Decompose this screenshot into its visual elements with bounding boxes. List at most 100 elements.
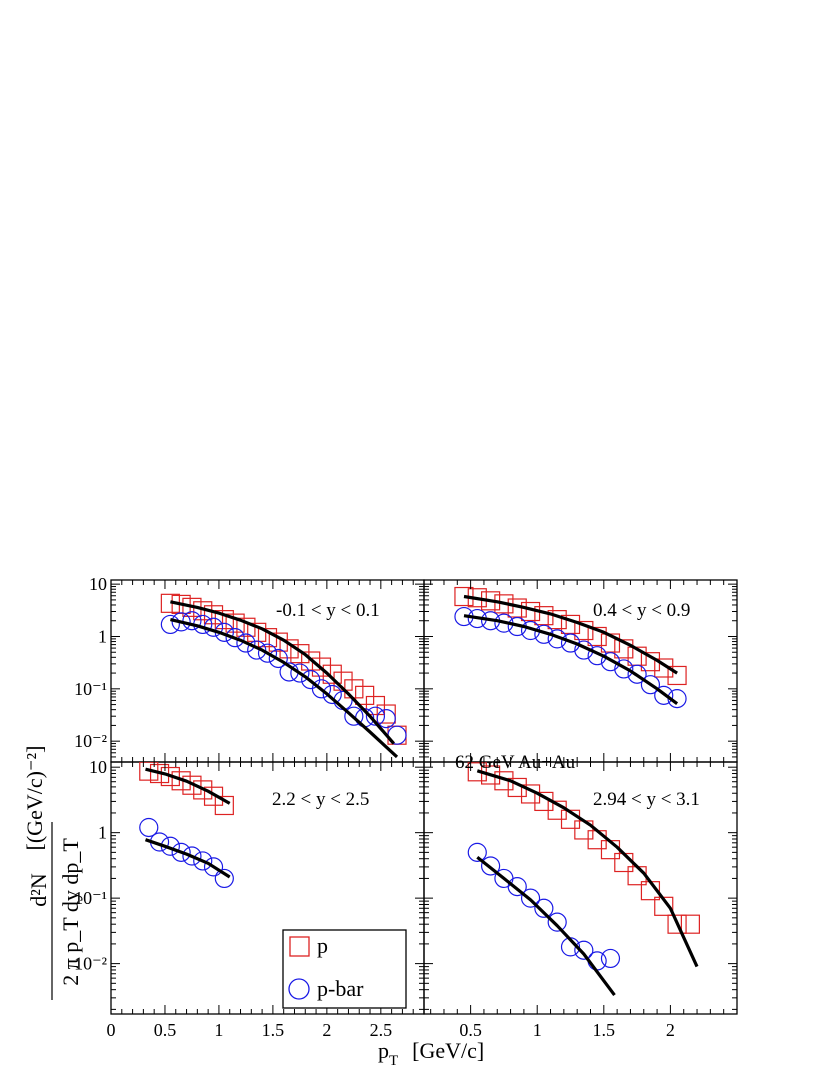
antiproton-fit-curve bbox=[144, 838, 231, 879]
x-tick-label: 0.5 bbox=[459, 1020, 482, 1040]
antiproton-point bbox=[214, 868, 234, 889]
antiproton-point bbox=[193, 851, 213, 871]
legend-box bbox=[282, 929, 407, 1009]
proton-point bbox=[574, 620, 594, 641]
antiproton-point bbox=[257, 643, 278, 663]
panel-rapidity-3p0: 0.5 1 1.5 2 bbox=[423, 761, 738, 1040]
legend-proton-label: p bbox=[317, 933, 328, 958]
antiproton-point bbox=[654, 685, 674, 705]
antiproton-point bbox=[182, 846, 202, 866]
y-tick-label: 10⁻² bbox=[74, 954, 107, 974]
proton-fit-curve bbox=[476, 769, 699, 968]
proton-point bbox=[322, 664, 342, 684]
proton-point bbox=[587, 830, 607, 850]
proton-point bbox=[587, 626, 607, 647]
x-tick-label: 2 bbox=[322, 1020, 331, 1040]
antiproton-point bbox=[640, 675, 661, 695]
antiproton-point bbox=[614, 659, 634, 679]
antiproton-point bbox=[171, 612, 191, 632]
panel-rapidity-2p35: 10⁻² 10⁻¹ 1 10 0 0.5 1 1.5 2 2.5 bbox=[74, 757, 425, 1040]
x-axis-title: pT [GeV/c] bbox=[378, 1038, 484, 1069]
y-axis-title: [(GeV/c)⁻²] d²N 2 π p_T dy dp_T bbox=[22, 746, 83, 1000]
y-axis-numerator: d²N bbox=[26, 873, 51, 907]
antiproton-fit-curve bbox=[170, 618, 399, 759]
antiproton-point bbox=[520, 888, 541, 908]
antiproton-point bbox=[627, 664, 647, 684]
legend-antiproton-label: p-bar bbox=[317, 976, 364, 1001]
y-tick-label: 10 bbox=[89, 757, 107, 777]
proton-point bbox=[214, 610, 234, 630]
antiproton-point bbox=[344, 706, 364, 726]
legend-proton-marker bbox=[289, 936, 310, 957]
antiproton-point bbox=[547, 912, 567, 932]
proton-point bbox=[301, 651, 321, 671]
x-tick-label: 1 bbox=[214, 1020, 223, 1040]
legend: p p-bar bbox=[282, 929, 407, 1009]
proton-point bbox=[311, 657, 332, 677]
legend-antiproton-marker bbox=[288, 978, 310, 1000]
antiproton-point bbox=[236, 633, 256, 653]
proton-point bbox=[667, 665, 687, 686]
antiproton-point bbox=[534, 898, 554, 918]
antiproton-point bbox=[311, 679, 332, 699]
antiproton-point bbox=[160, 614, 180, 635]
x-tick-label: 1 bbox=[533, 1020, 542, 1040]
proton-point bbox=[355, 685, 375, 705]
y-tick-label: 10 bbox=[89, 574, 107, 594]
panel-content bbox=[139, 762, 234, 889]
proton-point bbox=[480, 765, 501, 785]
antiproton-point bbox=[574, 940, 594, 960]
proton-point bbox=[290, 644, 310, 664]
y-tick-label: 10⁻¹ bbox=[74, 679, 107, 699]
collision-system-label: 62 GeV Au+Au bbox=[455, 752, 576, 773]
antiproton-point bbox=[268, 648, 288, 669]
antiproton-fit-curve bbox=[463, 614, 679, 705]
antiproton-point bbox=[480, 856, 501, 876]
panel-rapidity-0: 10⁻² 10⁻¹ 1 10 bbox=[74, 574, 425, 763]
proton-point bbox=[614, 639, 634, 659]
antiproton-point bbox=[507, 877, 527, 897]
y-axis-denominator: 2 π p_T dy dp_T bbox=[58, 838, 83, 986]
antiproton-point bbox=[600, 948, 621, 969]
antiproton-point bbox=[560, 633, 581, 653]
panel-frame bbox=[423, 761, 738, 1015]
y-tick-label: 1 bbox=[98, 626, 107, 646]
proton-point bbox=[614, 852, 634, 873]
antiproton-point bbox=[290, 663, 310, 683]
antiproton-point bbox=[139, 817, 159, 838]
panel-content bbox=[467, 762, 700, 997]
proton-point bbox=[680, 914, 700, 934]
antiproton-fit-curve bbox=[476, 856, 616, 997]
panel-rapidity-0p65 bbox=[423, 579, 738, 763]
proton-point bbox=[171, 771, 191, 791]
panel-content bbox=[160, 593, 407, 759]
antiproton-point bbox=[467, 842, 487, 862]
antiproton-point bbox=[376, 708, 396, 729]
antiproton-point bbox=[182, 611, 202, 631]
proton-fit-curve bbox=[463, 594, 678, 675]
proton-point bbox=[467, 762, 487, 782]
proton-point bbox=[160, 766, 180, 787]
x-tick-label: 0 bbox=[107, 1020, 116, 1040]
proton-point bbox=[193, 780, 213, 800]
x-tick-label: 2 bbox=[666, 1020, 675, 1040]
x-tick-label: 1.5 bbox=[262, 1020, 285, 1040]
x-tick-label: 0.5 bbox=[154, 1020, 177, 1040]
panel-content bbox=[454, 586, 687, 709]
antiproton-point bbox=[365, 706, 386, 726]
y-tick-label: 1 bbox=[98, 823, 107, 843]
proton-point bbox=[214, 795, 234, 816]
antiproton-point bbox=[203, 857, 224, 877]
proton-fit-curve bbox=[170, 600, 396, 745]
x-tick-label: 1.5 bbox=[593, 1020, 616, 1040]
panel-label-tl: -0.1 < y < 0.1 bbox=[276, 600, 380, 621]
antiproton-point bbox=[171, 842, 191, 862]
proton-fit-curve bbox=[145, 767, 231, 805]
antiproton-point bbox=[247, 640, 267, 660]
panel-label-br: 2.94 < y < 3.1 bbox=[593, 789, 700, 810]
proton-point bbox=[376, 704, 396, 724]
panel-label-bl: 2.2 < y < 2.5 bbox=[272, 789, 369, 810]
antiproton-point bbox=[225, 628, 245, 648]
x-tick-label: 2.5 bbox=[370, 1020, 393, 1040]
